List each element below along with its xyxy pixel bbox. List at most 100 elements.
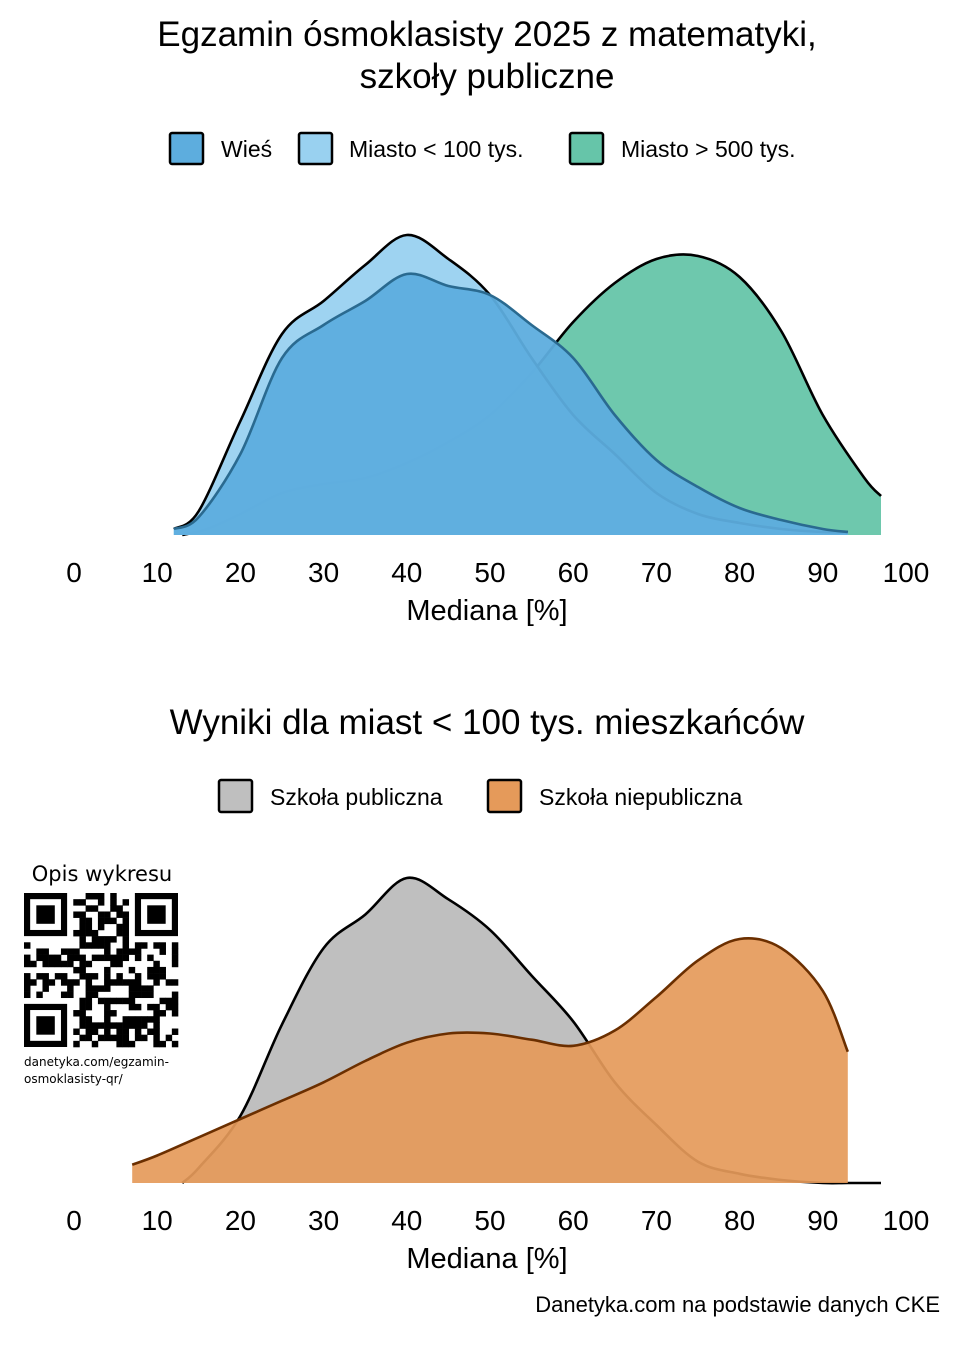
qr-module xyxy=(104,942,111,949)
qr-module xyxy=(24,973,31,980)
qr-module xyxy=(104,1010,111,1017)
qr-module xyxy=(122,899,130,906)
qr-module xyxy=(104,1003,111,1011)
qr-module xyxy=(67,985,74,992)
qr-module xyxy=(116,1028,123,1035)
qr-module xyxy=(42,948,49,955)
qr-module xyxy=(79,923,86,931)
qr-module xyxy=(128,966,136,974)
qr-module xyxy=(128,1016,136,1023)
x-tick-label: 100 xyxy=(883,1205,930,1236)
qr-module xyxy=(36,954,43,962)
x-tick-label: 90 xyxy=(807,1205,838,1236)
chart-1-x-ticks: 0 10 20 30 40 50 60 70 80 90 100 xyxy=(66,557,929,588)
qr-module xyxy=(48,954,56,962)
qr-module xyxy=(116,923,123,931)
qr-module xyxy=(91,929,99,937)
qr-module xyxy=(79,929,86,937)
qr-module xyxy=(147,966,154,974)
legend-swatch-miasto-large xyxy=(568,131,605,166)
chart-2-title: Wyniki dla miast < 100 tys. mieszkańców xyxy=(170,703,805,742)
qr-module xyxy=(110,954,117,962)
qr-module xyxy=(79,917,86,925)
series-szko-a-niepubliczna-area xyxy=(132,938,848,1183)
qr-module xyxy=(134,991,142,999)
qr-module xyxy=(147,954,154,962)
qr-module xyxy=(116,979,123,986)
x-tick-label: 60 xyxy=(558,557,589,588)
qr-module xyxy=(110,1010,117,1017)
qr-module xyxy=(116,997,123,1005)
qr-url-line-1[interactable]: danetyka.com/egzamin- xyxy=(24,1055,169,1069)
qr-module xyxy=(128,1022,136,1029)
qr-module xyxy=(171,954,179,962)
qr-module xyxy=(122,923,130,931)
qr-module xyxy=(91,954,99,962)
legend-label-miasto-large: Miasto > 500 tys. xyxy=(621,136,796,162)
qr-module xyxy=(73,929,80,937)
qr-module xyxy=(122,997,130,1005)
x-tick-label: 30 xyxy=(308,557,339,588)
x-tick-label: 10 xyxy=(142,1205,173,1236)
qr-module xyxy=(97,936,105,943)
qr-module xyxy=(97,911,105,918)
qr-module xyxy=(97,985,105,992)
qr-module xyxy=(85,1034,93,1042)
qr-module xyxy=(153,942,160,949)
qr-module xyxy=(134,979,142,986)
qr-module xyxy=(159,1010,166,1017)
qr-module xyxy=(79,936,86,943)
legend-swatch-niepubliczna xyxy=(486,778,523,814)
qr-code[interactable] xyxy=(24,893,179,1048)
qr-module xyxy=(85,942,93,949)
qr-module xyxy=(122,1028,130,1035)
qr-module xyxy=(85,917,93,925)
qr-module xyxy=(91,1022,99,1029)
qr-module xyxy=(134,954,142,962)
qr-module xyxy=(104,985,111,992)
qr-module xyxy=(79,973,86,980)
qr-module xyxy=(85,997,93,1005)
qr-module xyxy=(60,979,68,986)
qr-module xyxy=(73,954,80,962)
qr-module xyxy=(79,911,86,918)
qr-module xyxy=(48,979,56,986)
qr-module xyxy=(116,1034,123,1042)
qr-module xyxy=(104,917,111,925)
qr-module xyxy=(110,893,117,900)
qr-module xyxy=(159,997,166,1005)
qr-module xyxy=(73,1010,80,1017)
qr-module xyxy=(147,1016,154,1023)
x-tick-label: 30 xyxy=(308,1205,339,1236)
qr-module xyxy=(122,942,130,949)
qr-module xyxy=(159,973,166,980)
qr-module xyxy=(91,973,99,980)
qr-module xyxy=(134,1016,142,1023)
qr-url-line-2[interactable]: osmoklasisty-qr/ xyxy=(24,1072,124,1086)
qr-module xyxy=(42,960,49,968)
qr-module xyxy=(24,954,31,962)
qr-module xyxy=(116,929,123,937)
qr-module xyxy=(97,917,105,925)
qr-module xyxy=(73,948,80,955)
x-tick-label: 70 xyxy=(641,557,672,588)
qr-module xyxy=(67,948,74,955)
qr-module xyxy=(122,979,130,986)
qr-module xyxy=(153,1022,160,1029)
qr-module xyxy=(97,1034,105,1042)
chart-2-x-ticks: 0 10 20 30 40 50 60 70 80 90 100 xyxy=(66,1205,929,1236)
qr-module xyxy=(42,979,49,986)
x-tick-label: 60 xyxy=(558,1205,589,1236)
qr-module xyxy=(85,1003,93,1011)
qr-finder-center xyxy=(36,1016,55,1035)
qr-module xyxy=(134,1022,142,1029)
qr-module xyxy=(171,960,179,968)
legend-swatch-publiczna xyxy=(217,778,254,814)
qr-module xyxy=(116,1040,123,1048)
qr-module xyxy=(116,973,123,980)
qr-module xyxy=(122,911,130,918)
legend-label-niepubliczna: Szkoła niepubliczna xyxy=(539,784,743,810)
qr-module xyxy=(54,960,62,968)
qr-module xyxy=(110,979,117,986)
qr-module xyxy=(85,979,93,986)
